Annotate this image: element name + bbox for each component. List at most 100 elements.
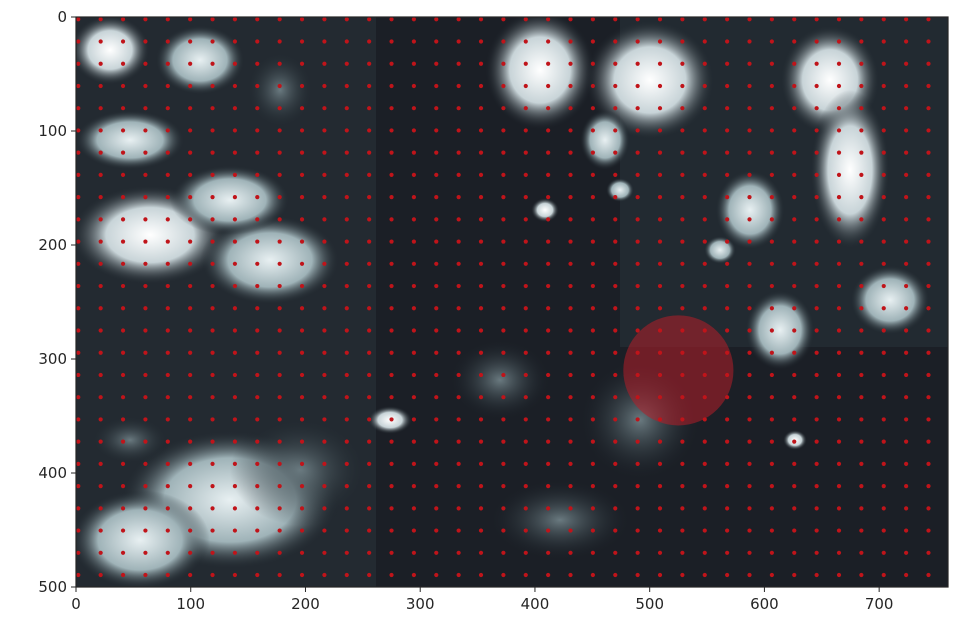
data-point	[188, 506, 193, 511]
data-point	[881, 17, 886, 22]
data-point	[590, 506, 595, 511]
data-point	[501, 17, 506, 22]
data-point	[657, 461, 663, 466]
data-point	[769, 550, 774, 555]
data-point	[322, 261, 327, 266]
data-point	[76, 106, 81, 111]
data-point	[702, 217, 707, 222]
data-point	[255, 506, 260, 511]
data-point	[836, 195, 842, 200]
data-point	[322, 572, 327, 578]
data-point	[143, 417, 148, 422]
data-point	[277, 217, 282, 222]
data-point	[232, 17, 238, 22]
data-point	[904, 439, 909, 444]
data-point	[613, 150, 618, 155]
data-point	[299, 128, 305, 133]
data-point	[367, 128, 372, 133]
data-point	[613, 61, 618, 66]
data-point	[389, 217, 394, 222]
data-point	[769, 128, 774, 133]
data-point	[859, 106, 864, 111]
data-point	[568, 83, 573, 89]
data-point	[769, 217, 774, 222]
x-tick-label: 0	[71, 595, 81, 613]
data-point	[859, 128, 864, 133]
data-point	[747, 461, 752, 466]
data-point	[299, 239, 305, 244]
data-point	[523, 328, 528, 333]
data-point	[143, 17, 148, 22]
data-point	[635, 506, 640, 511]
data-point	[232, 350, 238, 355]
data-point	[814, 283, 819, 289]
data-point	[367, 550, 372, 555]
data-point	[859, 261, 864, 266]
data-point	[456, 528, 461, 533]
data-point	[478, 350, 484, 355]
data-point	[702, 39, 707, 44]
data-point	[188, 417, 193, 422]
data-point	[188, 395, 193, 400]
data-point	[881, 39, 886, 44]
data-point	[478, 395, 484, 400]
data-point	[478, 372, 484, 378]
data-point	[590, 528, 595, 533]
data-point	[210, 306, 215, 311]
data-point	[120, 550, 126, 555]
data-point	[277, 395, 282, 400]
data-point	[120, 506, 126, 511]
data-point	[523, 261, 528, 266]
data-point	[568, 306, 573, 311]
data-point	[568, 61, 573, 66]
data-point	[143, 506, 148, 511]
data-point	[344, 150, 349, 155]
data-point	[814, 261, 819, 266]
data-point	[456, 572, 461, 578]
data-point	[546, 395, 551, 400]
data-point	[635, 150, 640, 155]
data-point	[411, 195, 416, 200]
data-point	[546, 328, 551, 333]
data-point	[657, 306, 663, 311]
data-point	[210, 195, 215, 200]
data-point	[389, 106, 394, 111]
data-point	[344, 283, 349, 289]
data-point	[769, 239, 774, 244]
data-point	[926, 550, 931, 555]
data-point	[98, 261, 103, 266]
data-point	[702, 439, 707, 444]
data-point	[188, 439, 193, 444]
data-point	[210, 528, 215, 533]
data-point	[792, 261, 797, 266]
data-point	[747, 550, 752, 555]
data-point	[299, 283, 305, 289]
data-point	[478, 417, 484, 422]
data-point	[702, 261, 707, 266]
data-point	[98, 39, 103, 44]
data-point	[725, 439, 730, 444]
data-point	[635, 550, 640, 555]
data-point	[210, 217, 215, 222]
data-point	[232, 39, 238, 44]
data-point	[814, 128, 819, 133]
data-point	[836, 239, 842, 244]
data-point	[389, 328, 394, 333]
data-point	[904, 372, 909, 378]
data-point	[702, 572, 707, 578]
data-point	[926, 461, 931, 466]
data-point	[165, 484, 170, 489]
data-point	[501, 283, 506, 289]
data-point	[501, 484, 506, 489]
data-point	[568, 239, 573, 244]
data-point	[389, 195, 394, 200]
data-point	[210, 395, 215, 400]
data-point	[434, 484, 439, 489]
data-point	[411, 61, 416, 66]
data-point	[434, 439, 439, 444]
data-point	[725, 461, 730, 466]
data-point	[769, 17, 774, 22]
data-point	[76, 61, 81, 66]
data-point	[747, 572, 752, 578]
data-point	[859, 239, 864, 244]
